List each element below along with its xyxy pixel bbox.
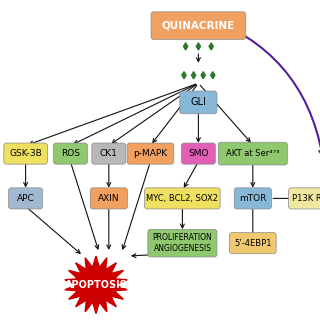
FancyBboxPatch shape xyxy=(289,188,320,209)
Text: MYC, BCL2, SOX2: MYC, BCL2, SOX2 xyxy=(146,194,218,203)
FancyBboxPatch shape xyxy=(145,188,220,209)
Text: APC: APC xyxy=(17,194,35,203)
Text: 5’-4EBP1: 5’-4EBP1 xyxy=(234,239,272,248)
Text: P13K R: P13K R xyxy=(292,194,320,203)
Text: QUINACRINE: QUINACRINE xyxy=(162,20,235,31)
Text: APOPTOSIS: APOPTOSIS xyxy=(65,280,127,290)
Polygon shape xyxy=(191,72,196,79)
Polygon shape xyxy=(196,43,201,50)
Text: p-MAPK: p-MAPK xyxy=(133,149,167,158)
Text: SMO: SMO xyxy=(188,149,209,158)
Text: mTOR: mTOR xyxy=(239,194,267,203)
Polygon shape xyxy=(182,72,186,79)
Polygon shape xyxy=(183,43,188,50)
FancyBboxPatch shape xyxy=(127,143,174,164)
FancyBboxPatch shape xyxy=(90,188,127,209)
Text: GLI: GLI xyxy=(190,97,206,108)
Text: CK1: CK1 xyxy=(100,149,118,158)
FancyBboxPatch shape xyxy=(181,143,215,164)
FancyBboxPatch shape xyxy=(4,143,47,164)
FancyBboxPatch shape xyxy=(234,188,271,209)
Text: ROS: ROS xyxy=(61,149,80,158)
Polygon shape xyxy=(201,72,205,79)
FancyBboxPatch shape xyxy=(229,233,276,254)
FancyBboxPatch shape xyxy=(180,91,217,114)
FancyBboxPatch shape xyxy=(218,142,287,165)
Text: AXIN: AXIN xyxy=(98,194,120,203)
FancyBboxPatch shape xyxy=(148,229,217,257)
FancyArrowPatch shape xyxy=(201,15,320,155)
Text: PROLIFERATION
ANGIOGENESIS: PROLIFERATION ANGIOGENESIS xyxy=(153,234,212,253)
Polygon shape xyxy=(65,256,127,314)
FancyBboxPatch shape xyxy=(151,12,246,39)
FancyBboxPatch shape xyxy=(9,188,43,209)
Text: AKT at Ser⁴⁷³: AKT at Ser⁴⁷³ xyxy=(226,149,280,158)
Text: GSK-3B: GSK-3B xyxy=(9,149,42,158)
Polygon shape xyxy=(209,43,213,50)
Polygon shape xyxy=(211,72,215,79)
FancyBboxPatch shape xyxy=(92,143,126,164)
FancyBboxPatch shape xyxy=(53,143,87,164)
